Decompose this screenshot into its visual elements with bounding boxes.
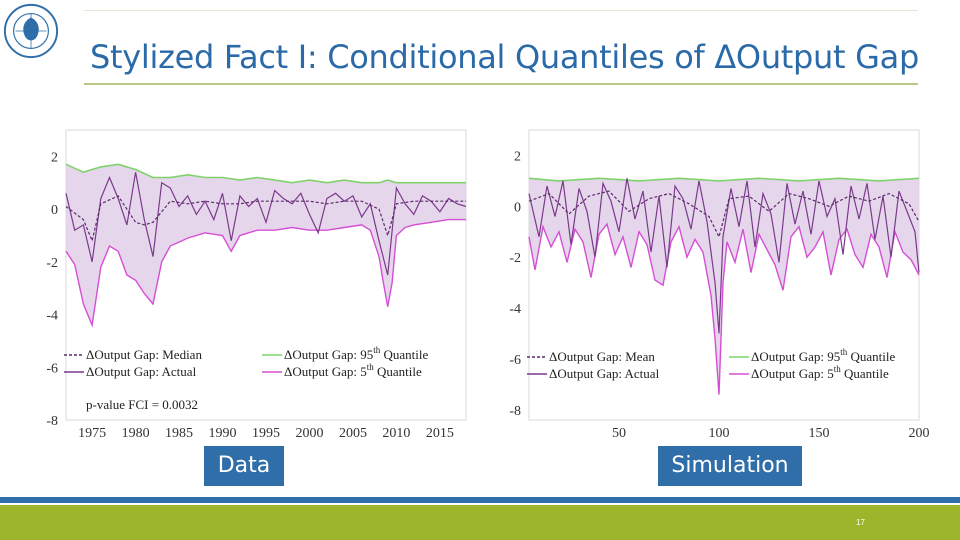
footer-green-bar — [0, 505, 960, 540]
chart-1-xtick-label: 50 — [612, 426, 626, 441]
chart-0-xtick-label: 1990 — [209, 426, 237, 441]
page-number: 17 — [856, 518, 865, 527]
chart-0-legend: ΔOutput Gap: Median ΔOutput Gap: Actual ΔO… — [64, 345, 429, 379]
chart-1-xtick-label: 200 — [909, 426, 930, 441]
simulation-label: Simulation — [658, 446, 802, 486]
imf-seal-logo — [3, 3, 59, 59]
chart-0-xtick-label: 2000 — [295, 426, 323, 441]
chart-0-xtick-label: 2010 — [382, 426, 410, 441]
chart-1-ytick-label: 0 — [514, 200, 521, 215]
chart-1-actual-line — [528, 178, 920, 334]
chart-0-xtick-label: 1980 — [122, 426, 150, 441]
chart-0-q5-line — [65, 218, 466, 328]
chart-0-plot-frame — [65, 129, 467, 421]
chart-0-legend-q5-label: ΔOutput Gap: 5th Quantile — [284, 362, 422, 379]
chart-0-ytick-label: -8 — [46, 414, 58, 429]
chart-1-xtick-label: 100 — [709, 426, 730, 441]
chart-0-xtick-label: 1985 — [165, 426, 193, 441]
simulation-chart: 2 0 -2 -4 -6 -8 50 100 150 200 ΔOutput Gap: Mean ΔO… — [495, 120, 935, 450]
chart-1-ytick-label: -2 — [509, 251, 521, 266]
chart-0-ytick-label: 0 — [51, 203, 58, 218]
data-chart-svg: 2 0 -2 -4 -6 -8 1975 1980 1985 1990 1995 2000 2005 20… — [46, 129, 467, 441]
chart-0-median-line — [65, 195, 466, 243]
chart-0-xtick-label: 1995 — [252, 426, 280, 441]
data-label: Data — [204, 446, 284, 486]
chart-0-actual-line — [65, 172, 467, 276]
chart-0-ytick-label: -6 — [46, 361, 58, 376]
chart-1-ytick-label: -4 — [509, 302, 521, 317]
footer-blue-bar — [0, 497, 960, 503]
chart-1-legend-q95-label: ΔOutput Gap: 95th Quantile — [751, 347, 896, 364]
chart-0-legend-actual-label: ΔOutput Gap: Actual — [86, 364, 197, 379]
chart-0-quantile-band — [66, 164, 466, 324]
chart-0-ytick-label: -2 — [46, 256, 58, 271]
chart-0-xtick-label: 2005 — [339, 426, 367, 441]
chart-1-ytick-label: -6 — [509, 353, 521, 368]
chart-1-q95-line — [528, 177, 920, 182]
chart-0-legend-median-label: ΔOutput Gap: Median — [86, 347, 202, 362]
chart-1-legend-median-label: ΔOutput Gap: Mean — [549, 349, 655, 364]
chart-1-legend: ΔOutput Gap: Mean ΔOutput Gap: Actual ΔOut… — [527, 347, 896, 381]
chart-0-ytick-label: -4 — [46, 309, 58, 324]
chart-1-quantile-band — [529, 178, 919, 392]
chart-1-ytick-label: -8 — [509, 404, 521, 419]
title-rule — [84, 83, 918, 85]
chart-1-ytick-label: 2 — [514, 149, 521, 164]
chart-1-median-line — [528, 190, 920, 239]
chart-1-legend-actual-label: ΔOutput Gap: Actual — [549, 366, 660, 381]
chart-0-legend-q95-label: ΔOutput Gap: 95th Quantile — [284, 345, 429, 362]
data-chart: 2 0 -2 -4 -6 -8 1975 1980 1985 1990 1995 2000 2005 20… — [30, 120, 470, 450]
chart-0-xtick-label: 1975 — [78, 426, 106, 441]
top-rule — [84, 10, 918, 11]
slide-title: Stylized Fact I: Conditional Quantiles o… — [90, 38, 919, 76]
chart-0-q95-line — [65, 163, 466, 184]
chart-0-annotation: p-value FCI = 0.0032 — [86, 397, 198, 412]
chart-0-ytick-label: 2 — [51, 150, 58, 165]
chart-1-legend-q5-label: ΔOutput Gap: 5th Quantile — [751, 364, 889, 381]
chart-0-xtick-label: 2015 — [426, 426, 454, 441]
chart-1-xtick-label: 150 — [809, 426, 830, 441]
